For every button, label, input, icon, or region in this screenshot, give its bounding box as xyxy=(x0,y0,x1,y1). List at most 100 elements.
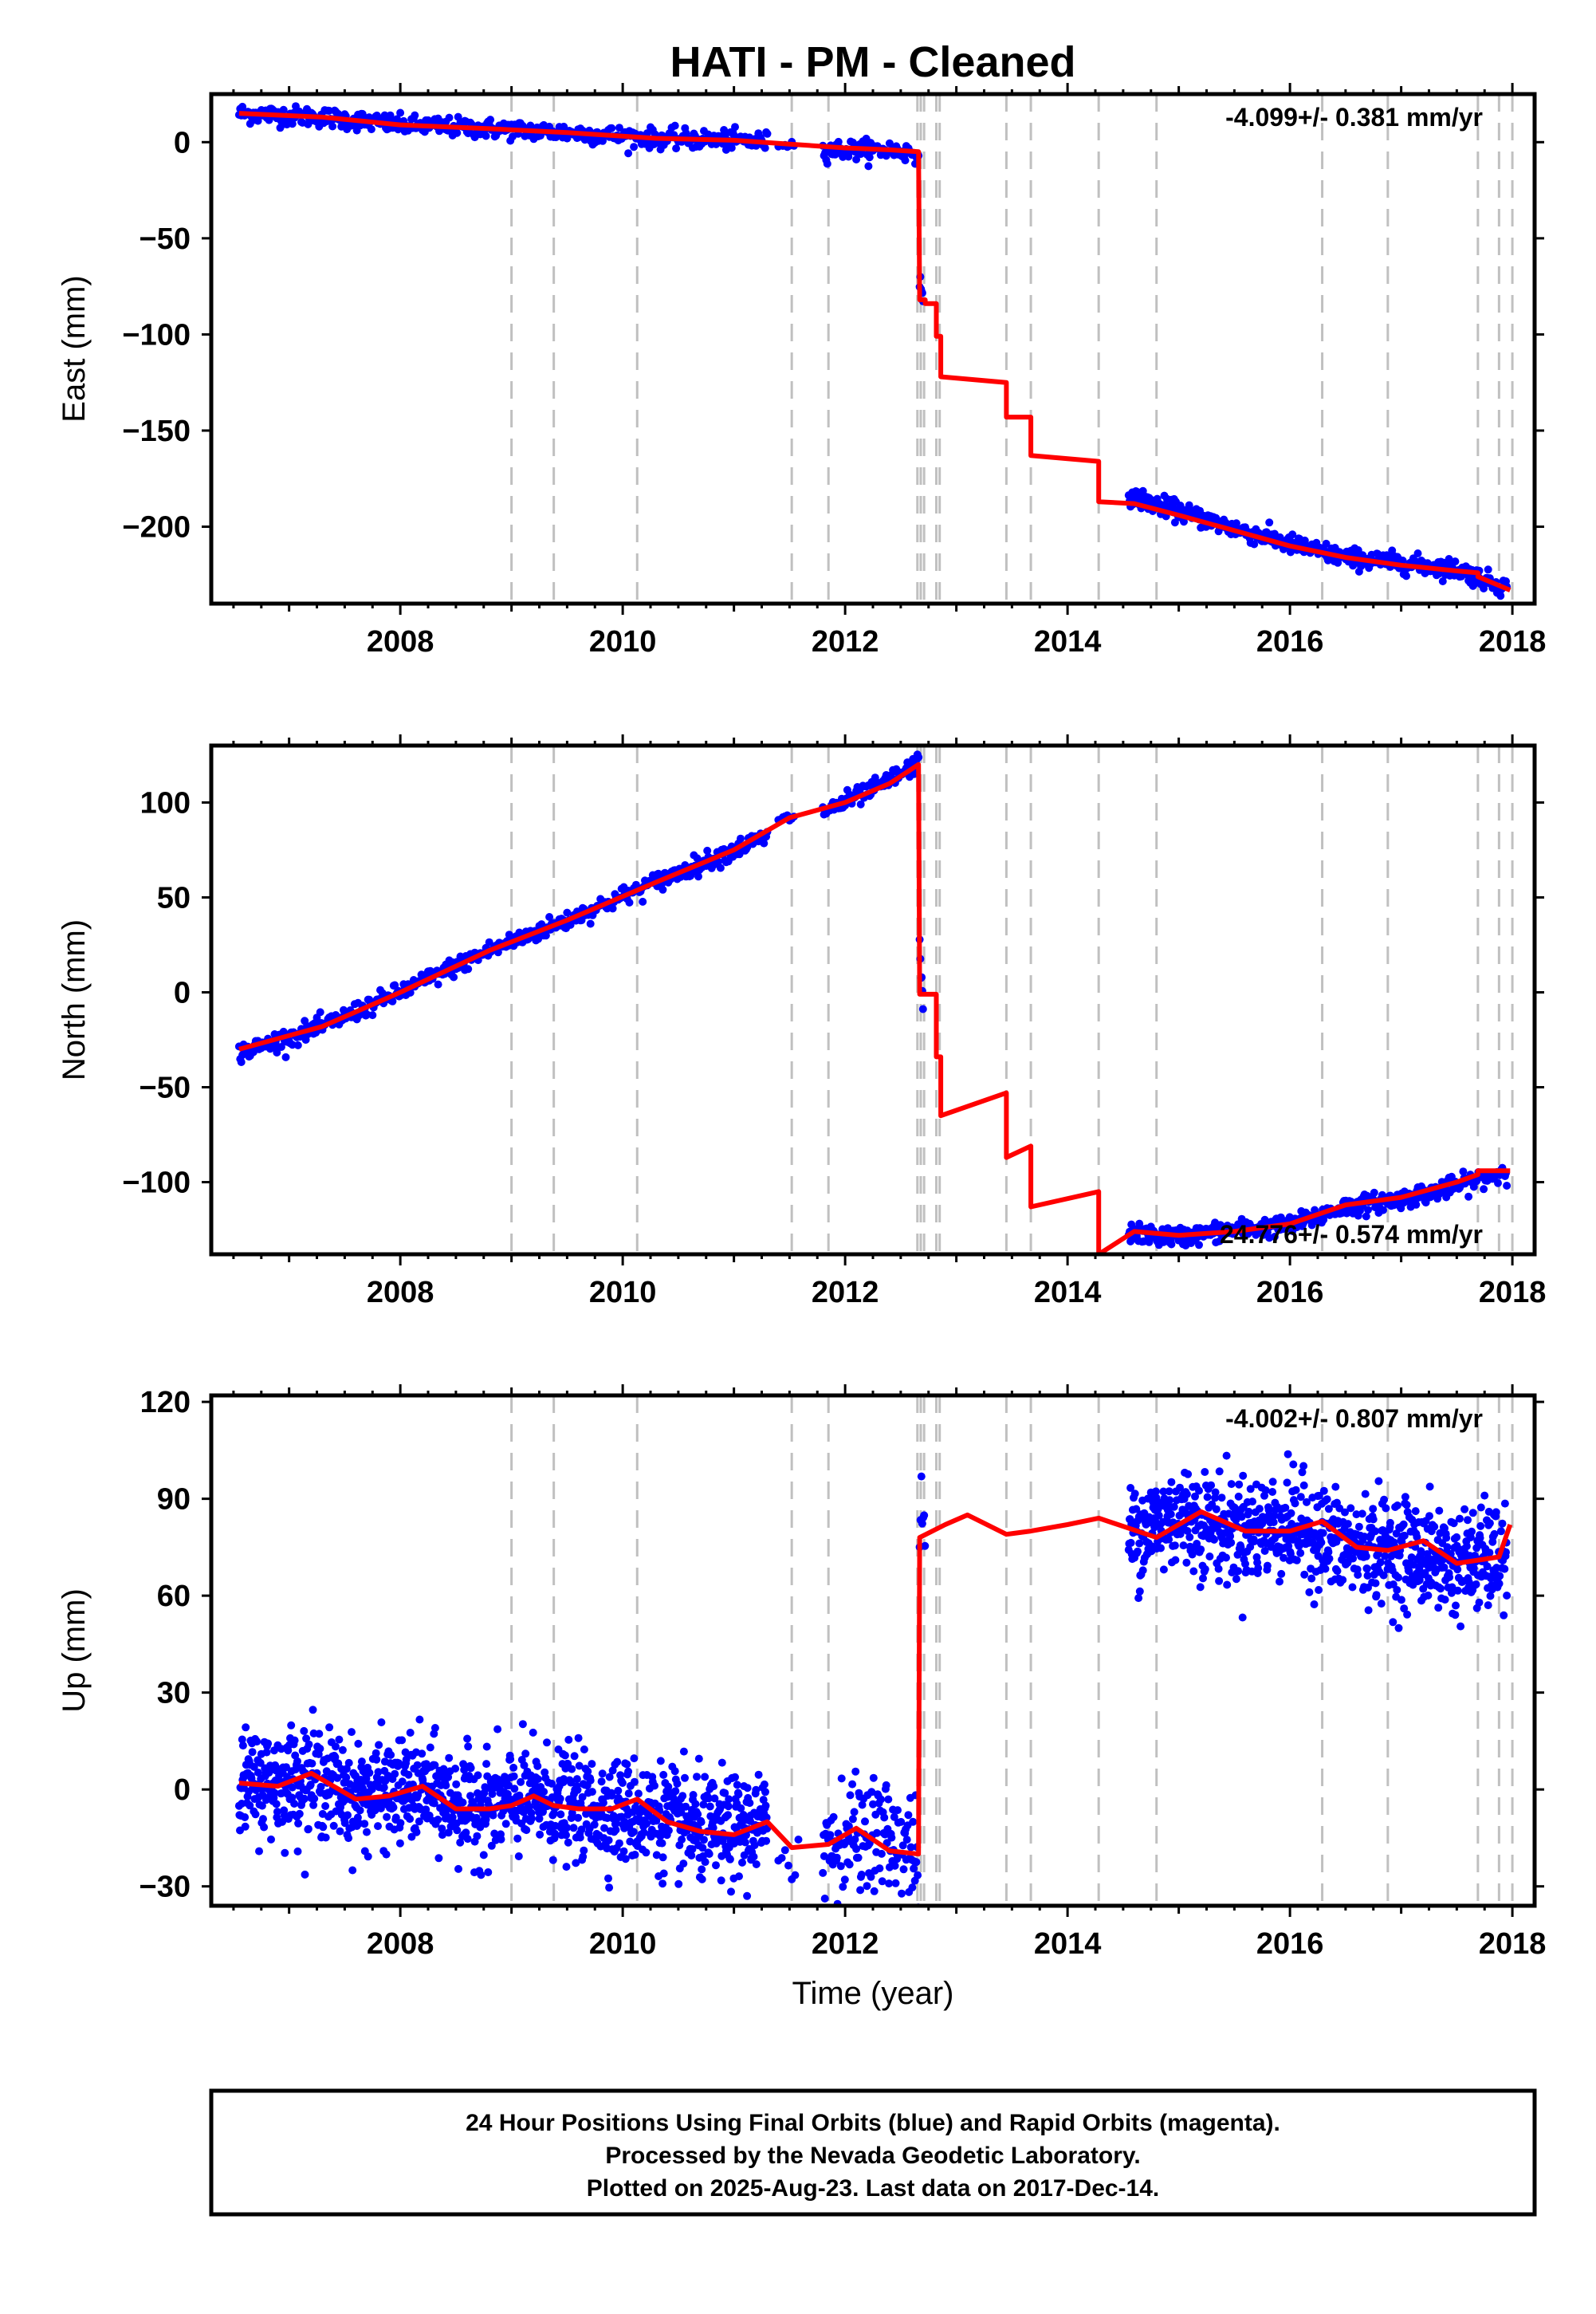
x-tick-label: 2016 xyxy=(1256,625,1324,659)
data-point xyxy=(791,1871,800,1879)
data-point xyxy=(721,1789,729,1797)
data-point xyxy=(697,1818,706,1827)
data-point xyxy=(273,1808,281,1816)
data-point xyxy=(784,1861,792,1870)
data-point xyxy=(914,753,923,761)
data-point xyxy=(497,1835,505,1844)
data-point xyxy=(489,1811,497,1820)
data-point xyxy=(477,1871,485,1879)
data-point xyxy=(598,1769,607,1778)
data-point xyxy=(678,1836,686,1844)
data-point xyxy=(505,1781,513,1790)
data-point xyxy=(1193,1540,1201,1548)
data-point xyxy=(335,1735,344,1744)
data-point xyxy=(348,1866,357,1875)
data-point xyxy=(1250,540,1259,549)
data-point xyxy=(832,1853,841,1862)
data-point xyxy=(371,1749,380,1757)
data-point xyxy=(1134,1594,1143,1603)
data-point xyxy=(1468,1527,1476,1536)
data-point xyxy=(869,1773,878,1782)
data-point xyxy=(406,1729,415,1737)
data-point xyxy=(699,1800,708,1809)
data-point xyxy=(1379,1571,1388,1580)
data-point xyxy=(1246,1485,1255,1493)
data-point xyxy=(694,1754,703,1763)
data-point xyxy=(281,1848,289,1857)
data-point xyxy=(1226,1532,1235,1541)
data-point xyxy=(1292,1556,1301,1564)
data-point xyxy=(579,1852,588,1861)
data-point xyxy=(1484,1601,1492,1610)
data-point xyxy=(1288,530,1297,539)
data-point xyxy=(904,1811,913,1820)
data-point xyxy=(517,1777,525,1786)
data-point xyxy=(1169,1502,1178,1511)
data-point xyxy=(364,1852,372,1861)
data-point xyxy=(590,1820,599,1829)
data-point xyxy=(377,1718,386,1726)
data-point xyxy=(316,1745,324,1753)
data-point xyxy=(510,1785,519,1793)
data-point xyxy=(453,1826,462,1835)
data-point xyxy=(321,1802,330,1810)
chart-title: HATI - PM - Cleaned xyxy=(670,38,1075,86)
data-point xyxy=(706,1802,714,1811)
data-point xyxy=(1325,1554,1334,1563)
x-tick-label: 2016 xyxy=(1256,1276,1324,1309)
data-point xyxy=(1222,1553,1230,1562)
data-point xyxy=(1411,1507,1420,1516)
data-point xyxy=(1166,1496,1174,1505)
data-point xyxy=(651,1781,658,1790)
data-point xyxy=(754,1770,763,1779)
data-point xyxy=(241,1822,250,1831)
data-point xyxy=(422,1805,430,1814)
data-point xyxy=(1448,1583,1456,1592)
data-point xyxy=(918,1519,926,1528)
data-point xyxy=(846,1791,855,1800)
data-point xyxy=(1166,1510,1175,1518)
data-point xyxy=(917,1472,926,1481)
data-point xyxy=(387,1750,395,1759)
data-point xyxy=(456,1838,465,1847)
x-tick-label: 2012 xyxy=(812,1276,879,1309)
data-point xyxy=(342,1773,351,1782)
data-point xyxy=(1451,1611,1460,1619)
y-tick-label: 100 xyxy=(140,786,191,820)
data-point xyxy=(1393,1586,1401,1594)
data-point xyxy=(1201,1564,1209,1573)
data-point xyxy=(1317,1538,1326,1547)
x-axis-label: Time (year) xyxy=(792,1976,954,2011)
data-point xyxy=(1217,1493,1226,1502)
data-point xyxy=(580,1846,588,1855)
data-point xyxy=(1401,1493,1409,1501)
data-point xyxy=(1500,1499,1509,1508)
data-point xyxy=(687,1852,696,1859)
data-point xyxy=(899,1865,908,1874)
data-point xyxy=(1346,1504,1355,1513)
data-point xyxy=(572,1859,580,1867)
data-point xyxy=(762,1813,771,1822)
data-point xyxy=(1201,1468,1209,1476)
data-point xyxy=(272,1800,281,1808)
data-point xyxy=(301,1870,309,1879)
data-point xyxy=(448,1813,457,1821)
x-tick-label: 2014 xyxy=(1034,1927,1102,1961)
rate-annotation: -4.002+/- 0.807 mm/yr xyxy=(1225,1404,1483,1433)
y-axis-label: East (mm) xyxy=(57,275,92,422)
data-point xyxy=(1485,1519,1494,1528)
data-point xyxy=(1171,1556,1180,1564)
data-point xyxy=(698,1844,707,1852)
data-point xyxy=(1215,1576,1224,1585)
data-point xyxy=(474,1771,482,1780)
data-point xyxy=(624,149,633,158)
data-point xyxy=(634,1789,643,1798)
data-point xyxy=(794,1836,803,1844)
data-point xyxy=(260,1823,269,1832)
data-point xyxy=(761,1801,770,1810)
data-point xyxy=(1157,1544,1165,1553)
data-point xyxy=(1451,557,1460,566)
data-point xyxy=(604,1874,612,1883)
data-point xyxy=(1349,1554,1358,1563)
data-point xyxy=(473,1832,482,1840)
